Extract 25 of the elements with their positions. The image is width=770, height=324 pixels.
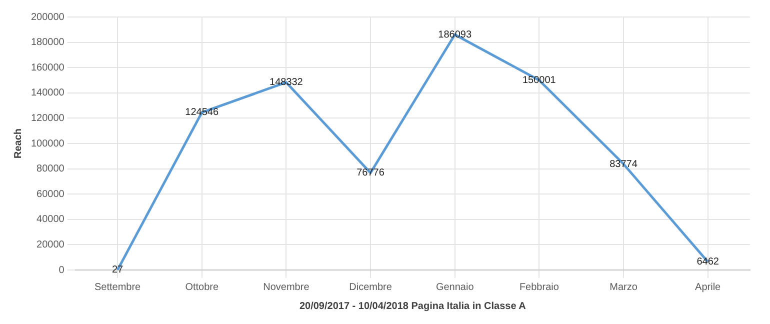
y-tick-label: 40000 — [36, 214, 65, 226]
x-tick-label: Settembre — [94, 282, 142, 293]
data-label: 6462 — [696, 256, 720, 268]
x-tick-label: Febbraio — [519, 282, 560, 293]
x-tick-label: Ottobre — [185, 282, 219, 293]
x-tick-label: Novembre — [263, 282, 310, 293]
y-tick-label: 20000 — [36, 239, 65, 250]
y-tick-label: 180000 — [30, 37, 65, 48]
data-label: 27 — [112, 264, 124, 276]
y-tick-label: 160000 — [30, 62, 65, 74]
y-tick-label: 60000 — [36, 188, 65, 200]
y-tick-label: 140000 — [30, 88, 65, 99]
x-tick-label: Aprile — [695, 282, 722, 293]
x-tick-label: Marzo — [610, 282, 638, 293]
x-tick-label: Gennaio — [436, 282, 474, 293]
y-tick-label: 120000 — [30, 112, 65, 124]
data-label: 186093 — [438, 29, 472, 40]
y-tick-label: 0 — [58, 264, 65, 276]
x-axis-title: 20/09/2017 - 10/04/2018 Pagina Italia in Classe A — [299, 300, 526, 312]
y-tick-label: 100000 — [30, 138, 65, 150]
y-tick-label: 80000 — [36, 164, 65, 175]
data-label: 76776 — [356, 168, 385, 179]
x-tick-label: Dicembre — [349, 282, 392, 293]
y-tick-label: 200000 — [30, 12, 65, 23]
y-axis-title: Reach — [12, 128, 24, 159]
